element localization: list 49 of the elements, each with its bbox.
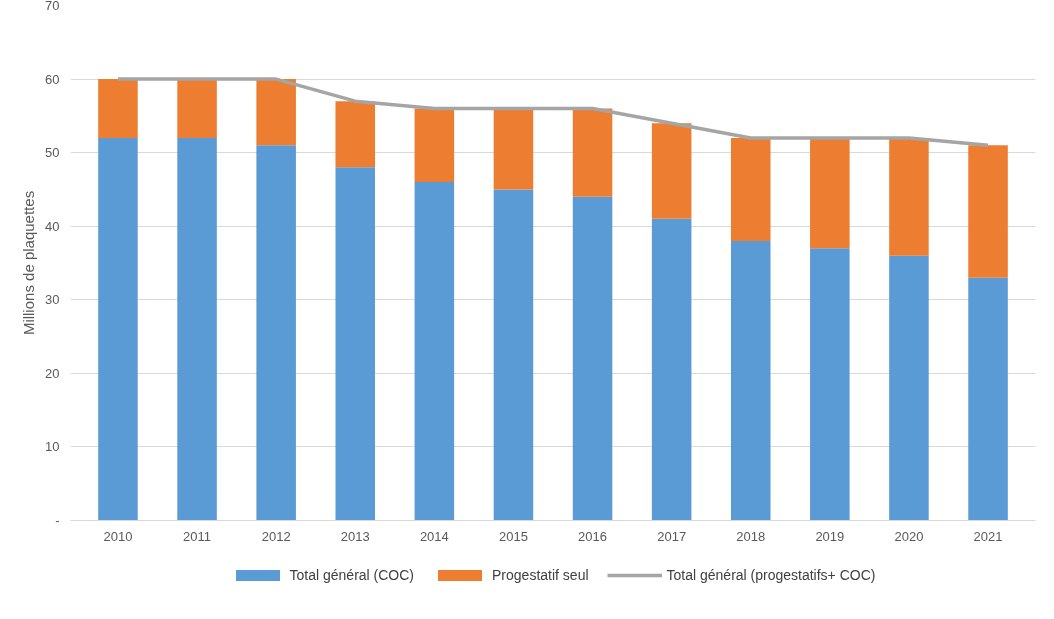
bar xyxy=(730,240,771,521)
x-tick-label: 2020 xyxy=(894,528,924,544)
x-tick-label: 2016 xyxy=(578,528,608,544)
x-tick-label: 2011 xyxy=(183,528,212,544)
bar xyxy=(414,182,455,521)
bar xyxy=(256,79,296,146)
bar xyxy=(414,108,455,183)
bar xyxy=(810,137,850,249)
bar xyxy=(98,79,138,138)
x-tick-label: 2013 xyxy=(340,528,370,544)
bar xyxy=(730,137,771,241)
y-tick-label: 20 xyxy=(45,365,60,381)
y-tick-label: 40 xyxy=(45,218,60,234)
bar xyxy=(572,108,613,197)
bar xyxy=(177,79,217,138)
y-axis-title: Millions de plaquettes xyxy=(20,190,38,336)
x-tick-label: 2021 xyxy=(973,528,1003,544)
legend-label: Total général (COC) xyxy=(289,567,415,583)
legend-label: Total général (progestatifs+ COC) xyxy=(666,567,876,583)
bar xyxy=(651,218,692,521)
bar xyxy=(335,167,376,521)
y-tick-label: 30 xyxy=(45,292,60,308)
bar xyxy=(968,277,1008,521)
bar xyxy=(968,145,1008,278)
legend-label: Progestatif seul xyxy=(492,567,589,583)
y-tick-label: 50 xyxy=(45,145,60,161)
x-tick-label: 2018 xyxy=(736,528,766,544)
bar xyxy=(335,101,376,168)
line-series xyxy=(116,77,990,148)
bar xyxy=(889,137,929,256)
bar xyxy=(810,248,850,521)
x-tick-label: 2012 xyxy=(261,528,291,544)
x-tick-label: 2019 xyxy=(815,528,845,544)
y-tick-label: 60 xyxy=(45,71,60,87)
x-tick-label: 2010 xyxy=(103,528,133,544)
x-tick-label: 2017 xyxy=(657,528,687,544)
bar xyxy=(256,145,296,521)
bar xyxy=(493,108,534,190)
y-tick-label: 10 xyxy=(45,439,60,455)
bar xyxy=(98,137,138,521)
x-tick-label: 2014 xyxy=(419,528,449,544)
x-tick-label: 2015 xyxy=(498,528,528,544)
y-tick-label: 70 xyxy=(45,0,60,13)
bar xyxy=(889,255,929,521)
bar xyxy=(177,137,217,521)
y-tick-label: - xyxy=(55,513,60,528)
bar xyxy=(493,189,534,521)
bar xyxy=(651,123,692,219)
bar xyxy=(572,196,613,521)
